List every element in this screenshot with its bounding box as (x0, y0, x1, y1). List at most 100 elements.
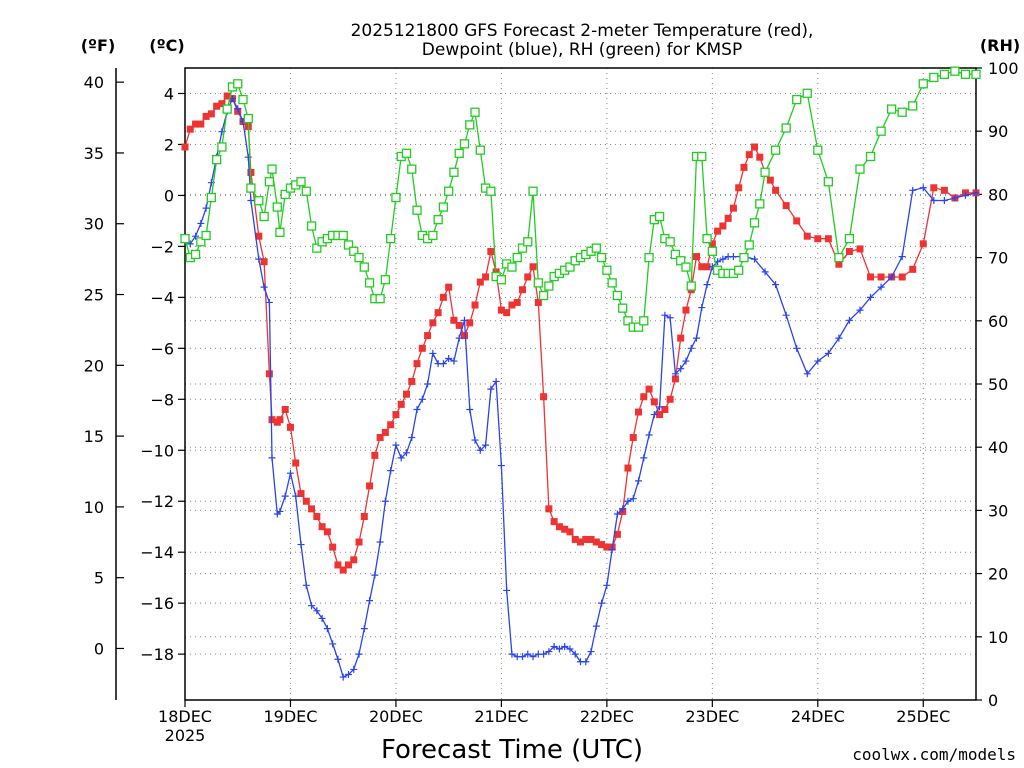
rh-tick-label: 40 (988, 438, 1008, 457)
fahrenheit-tick-label: 35 (84, 144, 104, 163)
temperature-point (297, 490, 305, 498)
rh-tick-label: 30 (988, 501, 1008, 520)
rh-point (449, 167, 459, 177)
temperature-point (476, 278, 484, 286)
temperature-point (424, 332, 432, 340)
dewpoint-point (930, 197, 938, 205)
rh-point (886, 104, 897, 114)
dewpoint-point (482, 441, 490, 449)
rh-point (591, 243, 601, 253)
dewpoint-point (524, 650, 532, 658)
temperature-point (460, 332, 468, 340)
dewpoint-point (751, 255, 759, 263)
temperature-point (919, 240, 927, 248)
dewpoint-point (693, 334, 701, 342)
temperature-point (909, 265, 917, 273)
temperature-point (439, 293, 447, 301)
rh-point (401, 148, 412, 158)
dewpoint-point (424, 380, 432, 388)
chart-title-line2: Dewpoint (blue), RH (green) for KMSP (422, 40, 742, 60)
rh-point (702, 233, 712, 244)
temperature-point (318, 523, 326, 531)
dewpoint-point (197, 219, 205, 227)
rh-point (275, 227, 285, 237)
dewpoint-point (603, 581, 611, 589)
rh-point (749, 218, 760, 228)
dewpoint-point (824, 349, 832, 357)
x-tick-label: 19DEC (263, 707, 317, 726)
temperature-point (714, 227, 722, 235)
dewpoint-point (497, 462, 505, 470)
dewpoint-point (202, 204, 210, 212)
temperature-point (708, 240, 716, 248)
temperature-point (835, 260, 843, 268)
temperature-point (677, 334, 685, 342)
dewpoint-point (951, 194, 959, 202)
dewpoint-point (793, 344, 801, 352)
credit-link[interactable]: coolwx.com/models (852, 745, 1016, 764)
temperature-point (719, 222, 727, 230)
axis-ticks: 420−2−4−6−8−10−12−14−16−1840353025201510… (84, 59, 1019, 745)
dewpoint-point (529, 653, 537, 661)
dewpoint-point (186, 240, 194, 248)
rh-point (217, 142, 227, 152)
dewpoint-point (466, 405, 474, 413)
rh-point (929, 72, 939, 83)
dewpoint-point (571, 650, 579, 658)
temperature-point (555, 523, 563, 531)
temperature-point (186, 125, 194, 133)
temperature-point (898, 273, 906, 281)
dewpoint-point (624, 497, 632, 505)
dewpoint-point (656, 403, 664, 411)
dewpoint-point (344, 671, 352, 679)
rh-point (433, 215, 443, 225)
dewpoint-point (972, 189, 980, 197)
rh-point (296, 177, 306, 187)
dewpoint-point (360, 625, 368, 633)
temperature-point (302, 497, 310, 505)
celsius-tick-label: −12 (140, 492, 174, 511)
rh-point (280, 189, 290, 200)
temperature-point (207, 110, 215, 118)
dewpoint-point (877, 283, 885, 291)
temperature-point (540, 393, 548, 401)
dewpoint-point (255, 255, 263, 263)
temperature-point (508, 301, 516, 309)
rh-point (349, 246, 359, 256)
rh-point (238, 94, 248, 105)
temperature-point (867, 273, 875, 281)
rh-point (844, 233, 855, 244)
temperature-point (255, 232, 263, 240)
temperature-point (845, 247, 853, 255)
rh-point (760, 167, 770, 177)
dewpoint-point (247, 197, 255, 205)
rh-point (364, 278, 375, 288)
rh-point (654, 211, 665, 222)
dewpoint-point (835, 334, 843, 342)
dewpoint-point (408, 434, 416, 442)
dewpoint-point (392, 441, 400, 449)
rh-point (633, 322, 644, 332)
rh-point (792, 94, 802, 105)
rh-tick-label: 90 (988, 122, 1008, 141)
rh-tick-label: 10 (988, 628, 1008, 647)
temperature-point (587, 535, 595, 543)
temperature-point (550, 518, 558, 526)
dewpoint-point (561, 642, 569, 650)
rh-point (565, 262, 575, 272)
temperature-point (524, 273, 532, 281)
x-axis-title: Forecast Time (UTC) (381, 735, 643, 765)
rh-point (528, 186, 538, 196)
dewpoint-point (281, 492, 289, 500)
temperature-point (756, 153, 764, 161)
dewpoint-point (772, 281, 780, 289)
temperature-point (740, 163, 748, 171)
dewpoint-point (445, 355, 453, 363)
rh-point (412, 205, 422, 215)
temperature-point (387, 421, 395, 429)
temperature-point (671, 375, 679, 383)
celsius-tick-label: 0 (164, 186, 174, 205)
fahrenheit-unit-label: (ºF) (81, 36, 116, 55)
temperature-point (308, 505, 316, 513)
celsius-tick-label: −4 (150, 288, 174, 307)
